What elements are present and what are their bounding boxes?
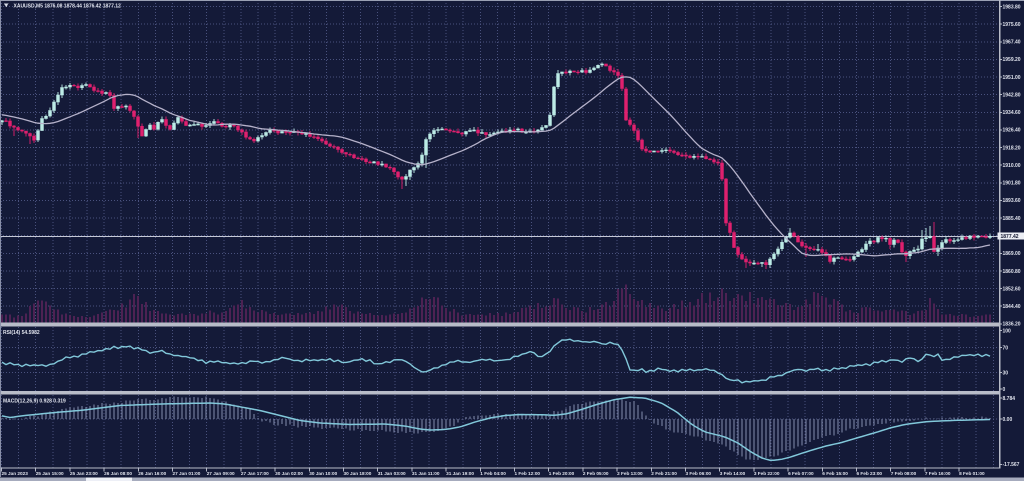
svg-text:1877.42: 1877.42	[1001, 234, 1019, 240]
svg-text:25 Jan 23:00: 25 Jan 23:00	[70, 471, 98, 476]
svg-text:1836.20: 1836.20	[1003, 322, 1021, 328]
svg-text:1934.60: 1934.60	[1003, 110, 1021, 116]
svg-text:2 Feb 13:00: 2 Feb 13:00	[617, 471, 643, 476]
svg-text:26 Jan 16:00: 26 Jan 16:00	[138, 471, 166, 476]
svg-text:1885.40: 1885.40	[1003, 216, 1021, 222]
svg-text:70: 70	[1003, 345, 1009, 351]
svg-text:1 Feb 20:00: 1 Feb 20:00	[549, 471, 575, 476]
svg-text:-17.567: -17.567	[1003, 462, 1020, 468]
svg-text:26 Jan 08:00: 26 Jan 08:00	[104, 471, 132, 476]
svg-text:31 Jan 19:00: 31 Jan 19:00	[446, 471, 474, 476]
svg-text:3 Feb 22:00: 3 Feb 22:00	[754, 471, 780, 476]
svg-text:2 Feb 05:00: 2 Feb 05:00	[583, 471, 609, 476]
svg-text:3 Feb 14:00: 3 Feb 14:00	[720, 471, 746, 476]
svg-text:2 Feb 21:00: 2 Feb 21:00	[651, 471, 677, 476]
svg-text:1959.20: 1959.20	[1003, 57, 1021, 63]
svg-text:8 Feb 01:00: 8 Feb 01:00	[959, 471, 985, 476]
svg-text:31 Jan 11:00: 31 Jan 11:00	[412, 471, 440, 476]
svg-text:27 Jan 09:00: 27 Jan 09:00	[207, 471, 235, 476]
svg-text:0.00: 0.00	[1003, 417, 1013, 423]
svg-text:31 Jan 03:00: 31 Jan 03:00	[378, 471, 406, 476]
svg-text:30 Jan 02:00: 30 Jan 02:00	[275, 471, 303, 476]
svg-text:6 Feb 23:00: 6 Feb 23:00	[857, 471, 883, 476]
svg-text:MACD(12,26,9) 0.928 0.319: MACD(12,26,9) 0.928 0.319	[3, 399, 66, 405]
svg-text:7 Feb 16:00: 7 Feb 16:00	[925, 471, 951, 476]
svg-text:1967.40: 1967.40	[1003, 40, 1021, 46]
svg-text:1 Feb 04:00: 1 Feb 04:00	[480, 471, 506, 476]
svg-text:25 Jan 15:00: 25 Jan 15:00	[36, 471, 64, 476]
svg-text:1869.00: 1869.00	[1003, 251, 1021, 257]
svg-text:1983.80: 1983.80	[1003, 4, 1021, 10]
svg-text:30 Jan 10:00: 30 Jan 10:00	[309, 471, 337, 476]
svg-text:1951.00: 1951.00	[1003, 75, 1021, 81]
svg-text:7 Feb 08:00: 7 Feb 08:00	[891, 471, 917, 476]
svg-text:3 Feb 06:00: 3 Feb 06:00	[686, 471, 712, 476]
svg-text:6 Feb 15:00: 6 Feb 15:00	[822, 471, 848, 476]
svg-text:1918.20: 1918.20	[1003, 145, 1021, 151]
svg-text:1901.80: 1901.80	[1003, 181, 1021, 187]
svg-text:6 Feb 07:00: 6 Feb 07:00	[788, 471, 814, 476]
svg-text:1942.80: 1942.80	[1003, 92, 1021, 98]
svg-text:1910.00: 1910.00	[1003, 163, 1021, 169]
svg-text:30: 30	[1003, 370, 1009, 376]
svg-text:27 Jan 17:00: 27 Jan 17:00	[241, 471, 269, 476]
svg-text:XAUUSD,M5 1876.08 1878.44 187: XAUUSD,M5 1876.08 1878.44 1876.42 1877.1…	[14, 4, 122, 10]
svg-text:1844.40: 1844.40	[1003, 304, 1021, 310]
svg-text:0: 0	[1003, 387, 1006, 393]
svg-text:1893.60: 1893.60	[1003, 198, 1021, 204]
svg-text:1860.80: 1860.80	[1003, 269, 1021, 275]
svg-text:30 Jan 18:00: 30 Jan 18:00	[344, 471, 372, 476]
svg-text:1926.40: 1926.40	[1003, 128, 1021, 134]
svg-text:25 Jan 2023: 25 Jan 2023	[2, 471, 29, 476]
svg-text:1975.60: 1975.60	[1003, 22, 1021, 28]
svg-text:RSI(14) 54.5982: RSI(14) 54.5982	[3, 330, 40, 336]
svg-text:27 Jan 01:00: 27 Jan 01:00	[173, 471, 201, 476]
svg-text:1 Feb 12:00: 1 Feb 12:00	[515, 471, 541, 476]
svg-text:8.784: 8.784	[1003, 396, 1016, 402]
svg-text:100: 100	[1003, 328, 1012, 334]
svg-text:1852.60: 1852.60	[1003, 286, 1021, 292]
